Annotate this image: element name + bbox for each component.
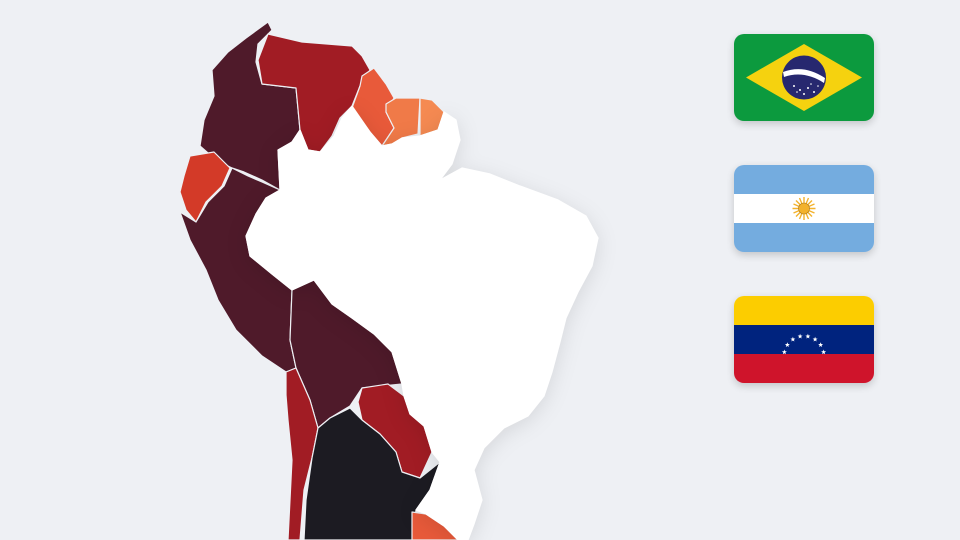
venezuela-flag-star — [821, 349, 827, 355]
country-colombia[interactable] — [199, 21, 301, 191]
venezuela-flag-star — [805, 333, 811, 339]
venezuela-flag-star — [812, 336, 818, 342]
country-argentina[interactable] — [303, 407, 441, 540]
argentina-flag-graphic — [734, 165, 874, 252]
venezuela-flag-star — [790, 336, 796, 342]
venezuela-flag-star — [784, 342, 790, 347]
venezuela-flag-graphic — [734, 296, 874, 383]
country-brazil[interactable] — [245, 105, 599, 540]
venezuela-flag-star — [818, 342, 824, 347]
brazil-flag-globe — [782, 55, 826, 100]
country-chile[interactable] — [285, 367, 319, 540]
venezuela-flag-stars — [781, 333, 827, 355]
venezuela-flag-icon[interactable] — [734, 296, 874, 383]
argentina-flag-icon[interactable] — [734, 165, 874, 252]
argentina-flag-sun — [792, 197, 816, 220]
venezuela-flag-red-stripe — [734, 354, 874, 383]
venezuela-flag-blue-stripe — [734, 325, 874, 354]
brazil-flag-icon[interactable] — [734, 34, 874, 121]
venezuela-flag-yellow-stripe — [734, 296, 874, 325]
brazil-flag-stars — [793, 83, 819, 95]
argentina-flag-bottom-stripe — [734, 223, 874, 252]
brazil-flag-band — [783, 69, 825, 83]
argentina-flag-top-stripe — [734, 165, 874, 194]
venezuela-flag-star — [797, 333, 803, 339]
brazil-flag-graphic — [734, 34, 874, 121]
country-ecuador[interactable] — [179, 151, 231, 223]
venezuela-flag-star — [781, 349, 787, 355]
